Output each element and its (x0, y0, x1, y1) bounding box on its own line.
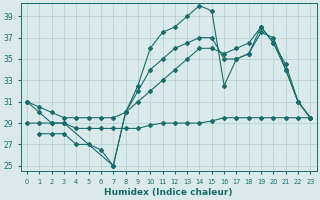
X-axis label: Humidex (Indice chaleur): Humidex (Indice chaleur) (104, 188, 233, 197)
